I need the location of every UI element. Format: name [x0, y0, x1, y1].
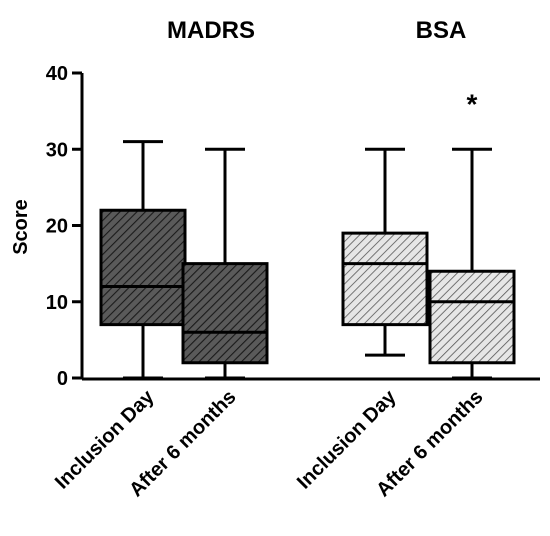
- y-tick-label-30: 30: [46, 139, 68, 161]
- madrs-after6m-iqr-rect: [181, 262, 269, 365]
- y-tick-label-40: 40: [46, 63, 68, 85]
- boxes: *: [99, 88, 516, 380]
- y-tick-label-0: 0: [57, 368, 68, 390]
- group-titles: MADRS BSA: [167, 17, 466, 44]
- madrs-after6m-box: [181, 147, 269, 380]
- madrs-inclusion-box: [99, 140, 187, 380]
- bsa-after6m-iqr-rect: [428, 269, 516, 365]
- bsa-after6m-box: *: [428, 88, 516, 380]
- y-tick-label-20: 20: [46, 216, 68, 238]
- group-title-madrs: MADRS: [167, 17, 255, 44]
- bsa-after6m-significance-marker: *: [467, 88, 478, 119]
- y-axis-ticks: 0 10 20 30 40: [46, 63, 82, 390]
- bsa-inclusion-box: [341, 147, 429, 357]
- y-tick-label-10: 10: [46, 292, 68, 314]
- bsa-inclusion-iqr-rect: [341, 231, 429, 327]
- y-axis-title: Score: [10, 199, 32, 255]
- madrs-inclusion-iqr-rect: [99, 208, 187, 327]
- group-title-bsa: BSA: [416, 17, 467, 44]
